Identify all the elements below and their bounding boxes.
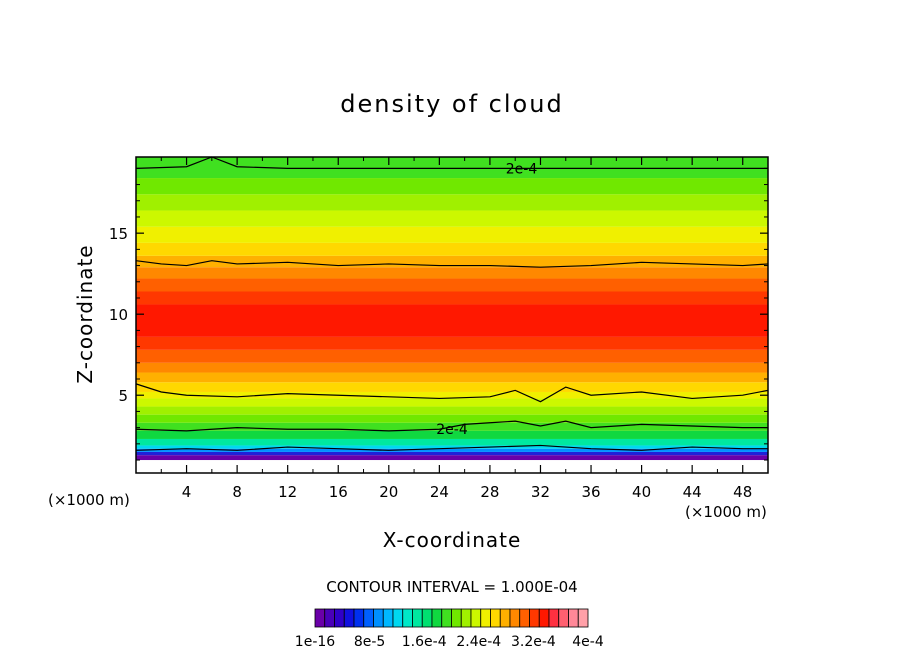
colorbar-swatch-3 [343,608,355,628]
contour-band-3 [136,448,768,452]
contour-band-8 [136,414,768,423]
colorbar-label-2: 1.6e-4 [402,634,447,650]
x-unit-left: (×1000 m) [48,491,130,509]
x-tick-label-2: 12 [278,483,297,501]
x-tick-label-3: 16 [329,483,348,501]
colorbar-swatch-23 [538,608,550,628]
contour-band-13 [136,372,768,383]
colorbar-swatch-13 [441,608,452,628]
colorbar-label-3: 2.4e-4 [456,634,501,650]
colorbar-label-5: 4e-4 [572,634,604,650]
x-tick-label-9: 40 [632,483,651,501]
x-tick-label-4: 20 [379,483,398,501]
colorbar-label-4: 3.2e-4 [511,634,556,650]
y-axis: 5 10 15 [109,167,768,461]
contour-band-19 [136,278,768,292]
colorbar-swatch-12 [431,608,443,628]
x-tick-label-8: 36 [581,483,600,501]
colorbar-swatch-11 [421,608,433,628]
contour-band-18 [136,291,768,305]
colorbar-swatch-19 [499,608,511,628]
contour-band-1 [136,455,768,461]
contour-band-17 [136,304,768,337]
contour-band-26 [136,178,768,195]
y-tick-label-2: 15 [109,225,128,243]
colorbar-swatch-2 [334,608,345,628]
contour-band-11 [136,391,768,399]
colorbar-swatch-7 [382,608,394,628]
plot-frame [135,156,769,474]
x-tick-label-6: 28 [480,483,499,501]
x-unit-right: (×1000 m) [685,503,767,521]
contour-band-21 [136,255,768,268]
colorbar-swatch-8 [392,608,404,628]
x-tick-label-11: 48 [733,483,752,501]
contour-band-0 [136,460,768,473]
contour-band-4 [136,445,768,449]
y-axis-label: Z-coordinate [73,244,97,383]
colorbar-swatch-5 [363,608,374,628]
contour-band-25 [136,194,768,211]
contour-line-1 [135,260,769,268]
colorbar-label-1: 8e-5 [354,634,385,650]
colorbar-swatch-4 [353,608,365,628]
colorbar-swatch-6 [373,608,384,628]
contour-line-2 [135,383,769,403]
colorbar-swatch-0 [314,608,326,628]
colorbar-swatch-24 [548,608,560,628]
x-tick-label-7: 32 [531,483,550,501]
contour-band-9 [136,406,768,415]
contour-band-6 [136,430,768,439]
contour-line-0 [135,156,768,169]
contour-label-1: 2e-4 [436,422,468,438]
colorbar-swatch-21 [519,608,530,628]
colorbar-swatch-14 [451,608,462,628]
colorbar-swatch-25 [558,608,569,628]
contour-band-22 [136,242,768,256]
x-tick-label-5: 24 [430,483,449,501]
contour-band-10 [136,398,768,407]
contour-band-16 [136,336,768,350]
colorbar-swatch-9 [402,608,413,628]
colorbar-swatch-20 [509,608,521,628]
contour-line-4 [135,444,768,451]
x-axis: 4 8 12 16 20 24 28 32 36 40 44 48 [160,157,752,501]
x-axis-label: X-coordinate [383,528,522,552]
colorbar-swatch-18 [490,608,501,628]
colorbar-swatch-16 [470,608,482,628]
contour-band-15 [136,349,768,363]
x-tick-label-1: 8 [232,483,242,501]
colorbar-swatch-27 [577,608,589,628]
contour-band-5 [136,438,768,446]
colorbar-swatch-1 [324,608,335,628]
x-tick-label-0: 4 [182,483,192,501]
contour-band-14 [136,362,768,373]
colorbar-swatch-22 [529,608,540,628]
colorbar-labels: 1e-16 8e-5 1.6e-4 2.4e-4 3.2e-4 4e-4 [295,634,604,650]
colorbar-label-0: 1e-16 [295,634,335,650]
contour-band-27 [136,157,768,179]
y-tick-label-0: 5 [118,387,128,405]
x-tick-label-10: 44 [683,483,702,501]
colorbar-swatch-10 [412,608,423,628]
colorbar-swatch-26 [568,608,579,628]
contour-band-20 [136,267,768,279]
y-tick-label-1: 10 [109,306,128,324]
contour-line-3 [135,420,768,432]
contour-band-2 [136,451,768,456]
plot-area: 2e-4 2e-4 [135,156,769,474]
colorbar-swatch-17 [480,608,491,628]
colorbar-swatch-15 [460,608,472,628]
contour-band-24 [136,210,768,227]
contour-label-0: 2e-4 [506,161,538,177]
contour-band-12 [136,382,768,392]
chart-title: density of cloud [340,90,563,118]
colorbar [314,608,589,628]
contour-interval: CONTOUR INTERVAL = 1.000E-04 [326,578,577,596]
contour-band-23 [136,226,768,243]
